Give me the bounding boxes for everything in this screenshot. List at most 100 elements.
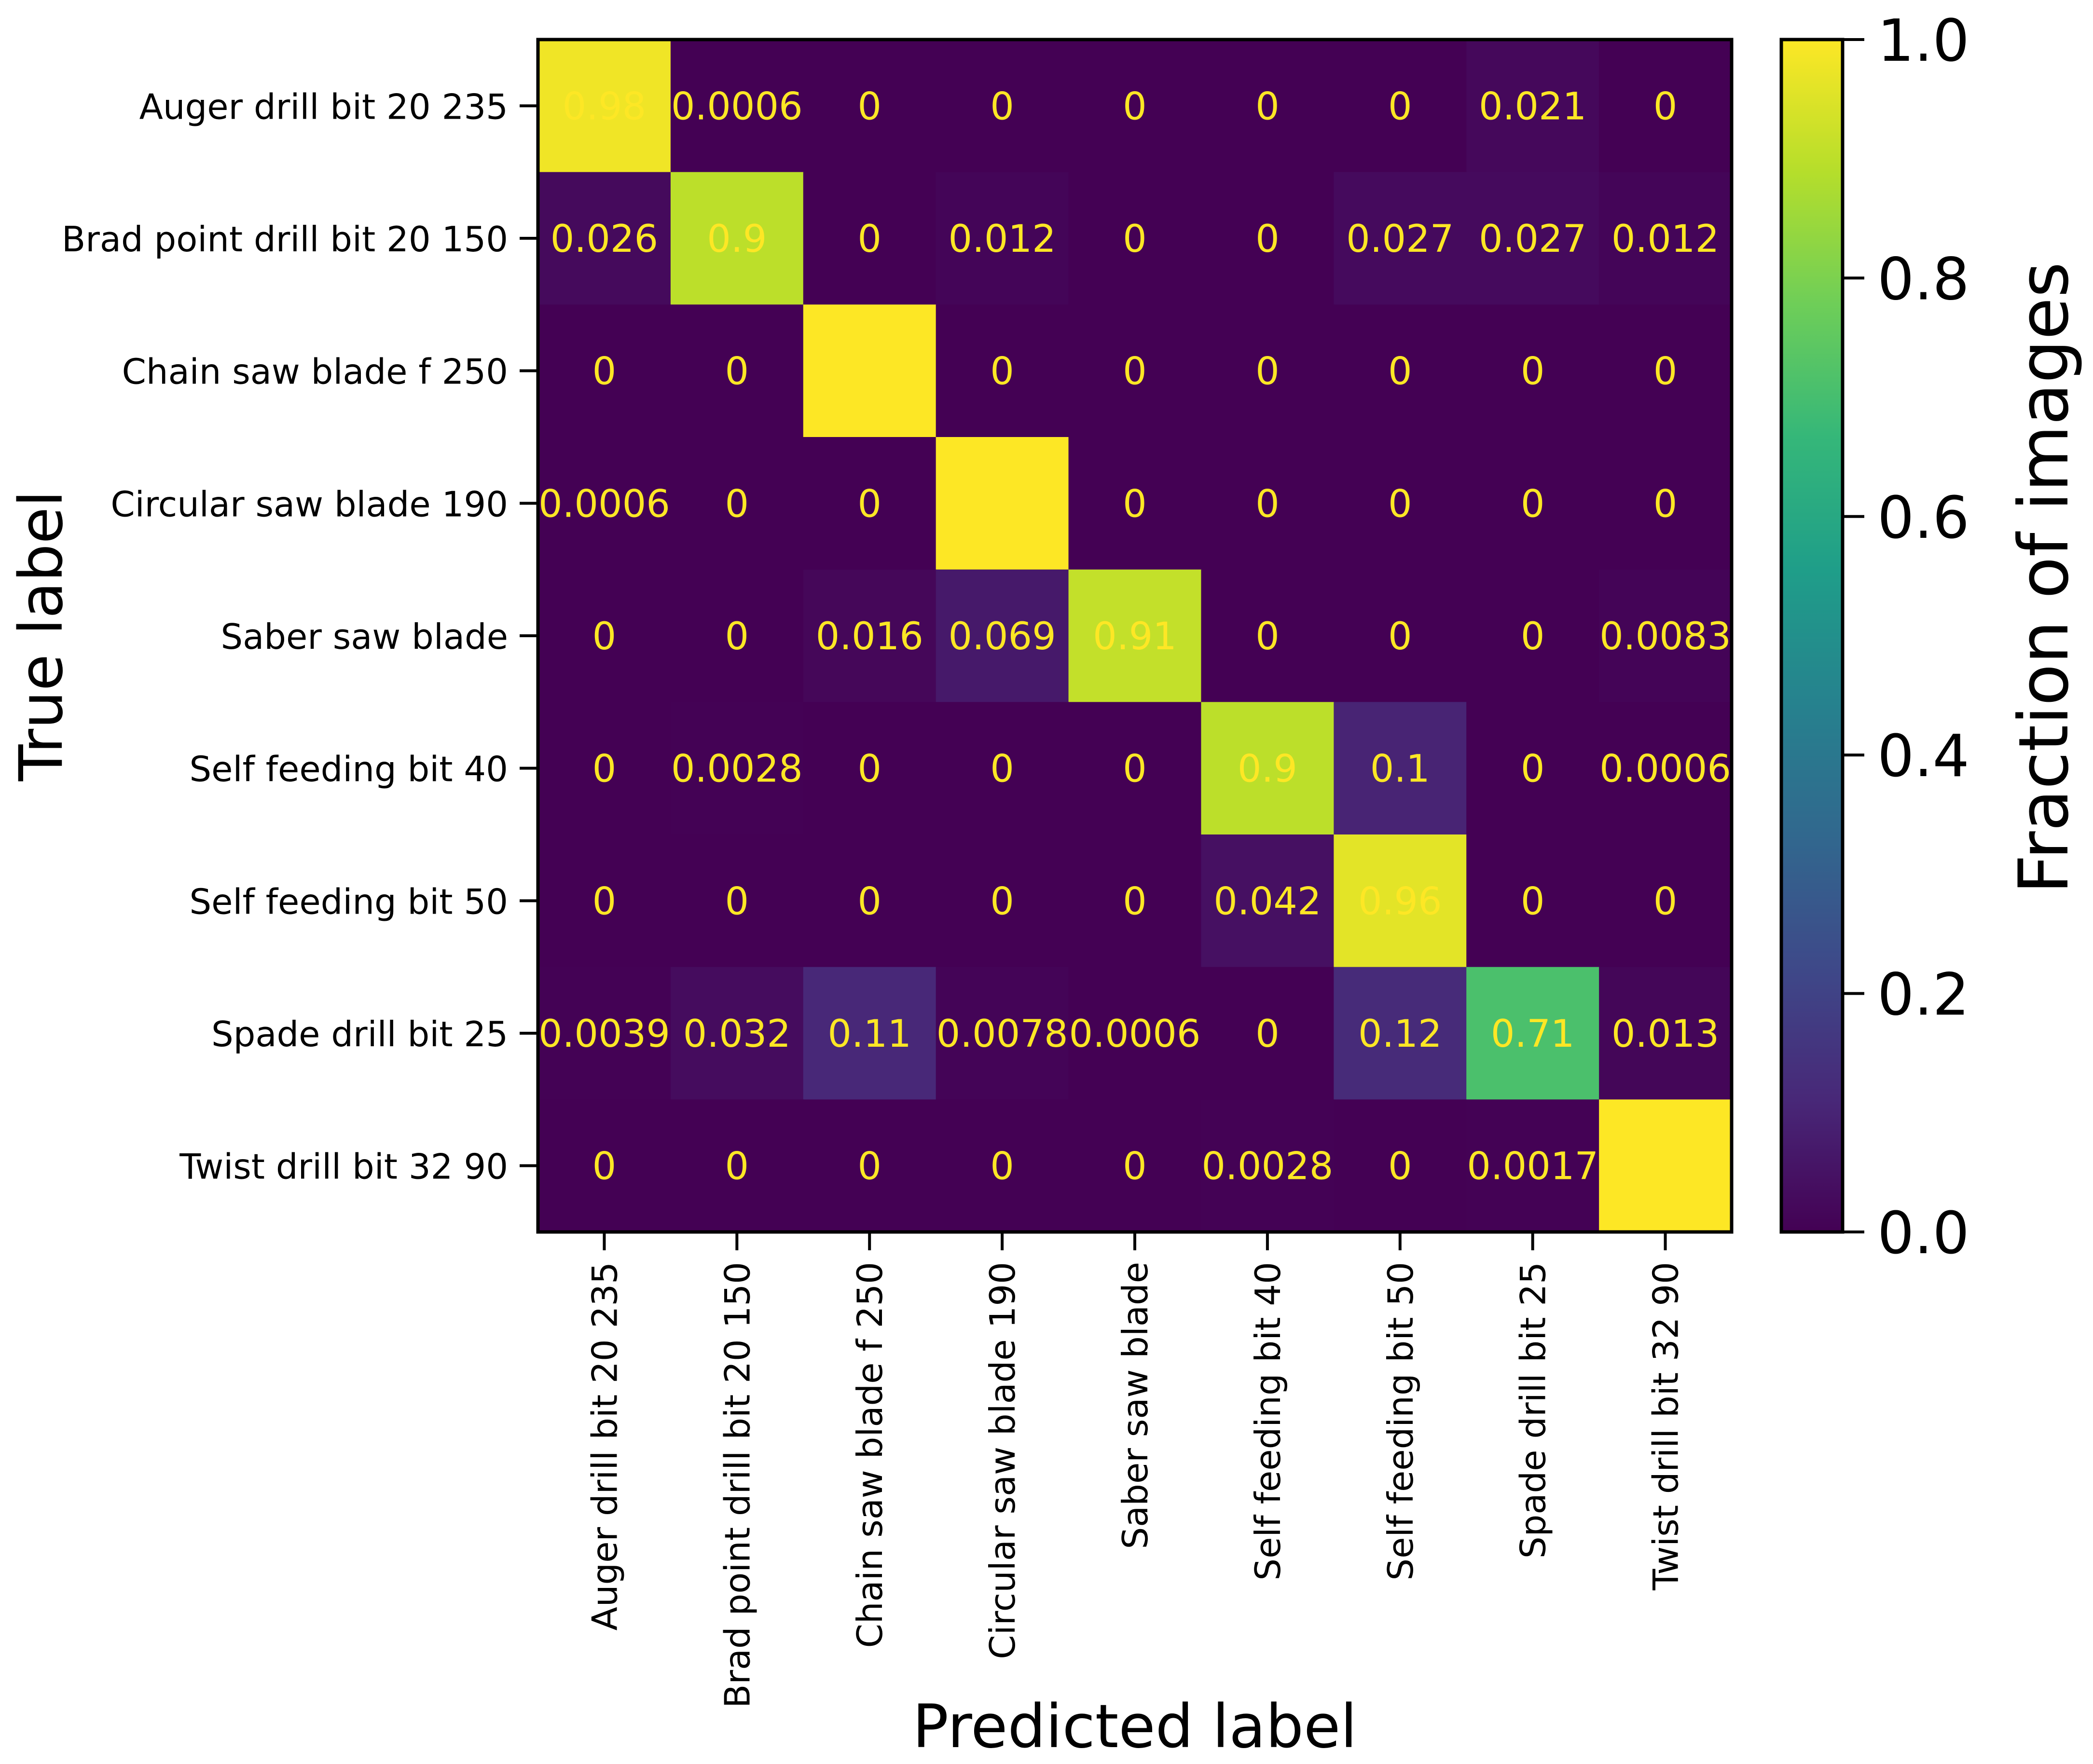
colorbar-title: Fraction of images xyxy=(2004,262,2084,894)
heatmap-cell xyxy=(538,834,671,968)
y-tick-label: Spade drill bit 25 xyxy=(211,1014,508,1054)
y-tick-label: Chain saw blade f 250 xyxy=(122,352,508,392)
heatmap-cell xyxy=(803,569,936,703)
y-tick-label: Auger drill bit 20 235 xyxy=(139,86,508,127)
heatmap-cell xyxy=(1201,1099,1335,1232)
cell-value-label: 0 xyxy=(990,85,1014,128)
heatmap-cell xyxy=(538,437,671,570)
x-tick-label: Circular saw blade 190 xyxy=(982,1262,1023,1659)
heatmap-cell xyxy=(1466,702,1600,835)
heatmap-cell xyxy=(538,702,671,835)
heatmap-cell xyxy=(670,40,804,173)
cell-value-label: 1 xyxy=(857,350,881,394)
cell-value-label: 0.027 xyxy=(1479,218,1586,261)
heatmap-cell xyxy=(803,834,936,968)
cell-value-label: 0.0028 xyxy=(671,748,803,791)
cell-value-label: 0 xyxy=(1653,482,1678,526)
cell-value-label: 0 xyxy=(990,748,1014,791)
heatmap-cell xyxy=(670,1099,804,1232)
x-tick-label: Twist drill bit 32 90 xyxy=(1646,1262,1686,1591)
heatmap-cell xyxy=(936,40,1069,173)
cell-value-label: 0 xyxy=(592,1145,617,1189)
x-axis-ticks: Auger drill bit 20 235 Brad point drill b… xyxy=(584,1232,1686,1708)
heatmap-cell xyxy=(936,569,1069,703)
cell-value-label: 0 xyxy=(1521,615,1545,658)
cell-value-label: 0 xyxy=(1123,218,1147,261)
cell-value-label: 0 xyxy=(1255,350,1280,394)
heatmap-cell xyxy=(670,172,804,305)
heatmap-cell xyxy=(803,172,936,305)
heatmap-cell xyxy=(1599,437,1732,570)
heatmap-cell xyxy=(1334,304,1467,438)
cell-value-label: 0.11 xyxy=(827,1012,911,1056)
heatmap-cell xyxy=(936,834,1069,968)
colorbar-tick-label: 1.0 xyxy=(1877,8,1969,75)
cell-value-label: 0.0006 xyxy=(1599,748,1731,791)
x-axis-title: Predicted label xyxy=(912,1692,1357,1762)
cell-value-label: 0 xyxy=(592,350,617,394)
cell-value-label: 0.0006 xyxy=(538,482,670,526)
cell-value-label: 0.042 xyxy=(1213,880,1321,923)
heatmap-cell xyxy=(1334,834,1467,968)
cell-value-label: 0 xyxy=(725,1145,749,1189)
cell-value-label: 0.9 xyxy=(707,218,767,261)
cell-value-label: 0.0006 xyxy=(671,85,803,128)
cell-value-label: 0 xyxy=(1653,350,1678,394)
cell-value-label: 0 xyxy=(725,880,749,923)
cell-value-label: 0 xyxy=(1255,482,1280,526)
y-tick-label: Self feeding bit 40 xyxy=(189,749,508,790)
heatmap-cell xyxy=(1599,172,1732,305)
cell-value-label: 0 xyxy=(1653,880,1678,923)
cell-value-label: 0.71 xyxy=(1491,1012,1575,1056)
heatmap-cell xyxy=(1068,1099,1202,1232)
heatmap-cell xyxy=(936,967,1069,1100)
cell-value-label: 0 xyxy=(1388,1145,1412,1189)
heatmap-cell xyxy=(1201,172,1335,305)
cell-value-label: 0 xyxy=(1521,350,1545,394)
heatmap-cell xyxy=(1068,569,1202,703)
cell-value-label: 0 xyxy=(1521,880,1545,923)
heatmap-cell xyxy=(1068,437,1202,570)
x-tick-label: Self feeding bit 50 xyxy=(1380,1262,1421,1581)
cell-value-label: 0.0028 xyxy=(1201,1145,1333,1189)
heatmap-cell xyxy=(670,304,804,438)
heatmap-cell xyxy=(803,702,936,835)
heatmap-cell xyxy=(670,437,804,570)
colorbar-tick-label: 0.4 xyxy=(1877,723,1969,790)
cell-value-label: 0 xyxy=(1388,85,1412,128)
x-tick-label: Saber saw blade xyxy=(1115,1262,1156,1549)
heatmap-cell xyxy=(1068,967,1202,1100)
heatmap-cell xyxy=(670,702,804,835)
heatmap-cell xyxy=(1201,40,1335,173)
y-tick-label: Saber saw blade xyxy=(220,616,508,657)
heatmap-cell xyxy=(1466,437,1600,570)
y-tick-label: Brad point drill bit 20 150 xyxy=(62,219,508,260)
colorbar-tick-label: 0.8 xyxy=(1877,246,1969,313)
heatmap-cell xyxy=(538,967,671,1100)
cell-value-label: 0 xyxy=(857,748,881,791)
heatmap-cell xyxy=(1334,1099,1467,1232)
cell-value-label: 0.9 xyxy=(1238,748,1297,791)
colorbar-tick-label: 0.6 xyxy=(1877,485,1969,552)
heatmap-cell xyxy=(670,569,804,703)
heatmap-cell xyxy=(803,437,936,570)
cell-value-label: 0.021 xyxy=(1479,85,1586,128)
cell-value-label: 0 xyxy=(592,748,617,791)
cell-value-label: 0.0006 xyxy=(1069,1012,1201,1056)
cell-value-label: 0.012 xyxy=(1611,218,1719,261)
heatmap-cell xyxy=(936,437,1069,570)
heatmap-cell xyxy=(1466,569,1600,703)
heatmap-cell xyxy=(1466,172,1600,305)
cell-value-label: 0.069 xyxy=(948,615,1056,658)
heatmap-cell xyxy=(1334,437,1467,570)
cell-value-label: 1 xyxy=(1653,1145,1678,1189)
y-tick-label: Circular saw blade 190 xyxy=(110,484,508,524)
heatmap-cell xyxy=(803,40,936,173)
heatmap-cell xyxy=(1068,172,1202,305)
heatmap-cell xyxy=(1599,304,1732,438)
x-tick-label: Spade drill bit 25 xyxy=(1513,1262,1554,1559)
heatmap-cell xyxy=(936,1099,1069,1232)
heatmap-cell xyxy=(538,304,671,438)
cell-value-label: 0 xyxy=(857,1145,881,1189)
heatmap-cells xyxy=(538,40,1732,1232)
